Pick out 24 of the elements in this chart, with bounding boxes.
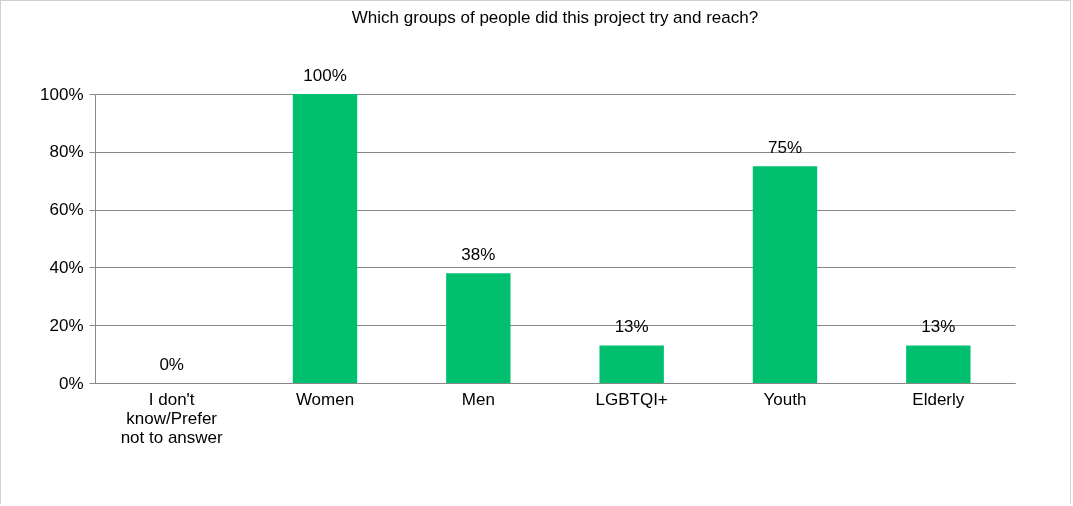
data-label: 100% [303,66,347,85]
x-tick-label: Women [295,389,355,409]
y-tick-label: 80% [49,142,84,162]
x-tick-label: Elderly [912,389,965,409]
y-tick-label: 0% [58,373,84,393]
bar [446,273,511,383]
x-tick-label: Youth [763,389,807,409]
y-tick-label: 20% [49,315,84,335]
x-tick-label: LGBTQI+ [595,389,668,409]
y-tick-label: 40% [49,257,84,277]
x-tick-label: I don't know/Prefer not to answer [120,389,224,447]
data-label: 75% [767,138,803,158]
x-tick-label: Men [461,389,495,409]
y-tick-label: 100% [40,84,84,104]
data-label: 38% [461,245,496,265]
bar [599,345,664,383]
data-label: 13% [921,317,956,337]
data-label: 13% [614,317,649,337]
y-tick-label: 60% [49,200,84,220]
bar [752,166,818,383]
chart-title: Which groups of people did this project try and reach? [351,8,759,27]
bar [292,94,358,383]
data-label: 0% [159,355,184,374]
bar [906,345,971,383]
